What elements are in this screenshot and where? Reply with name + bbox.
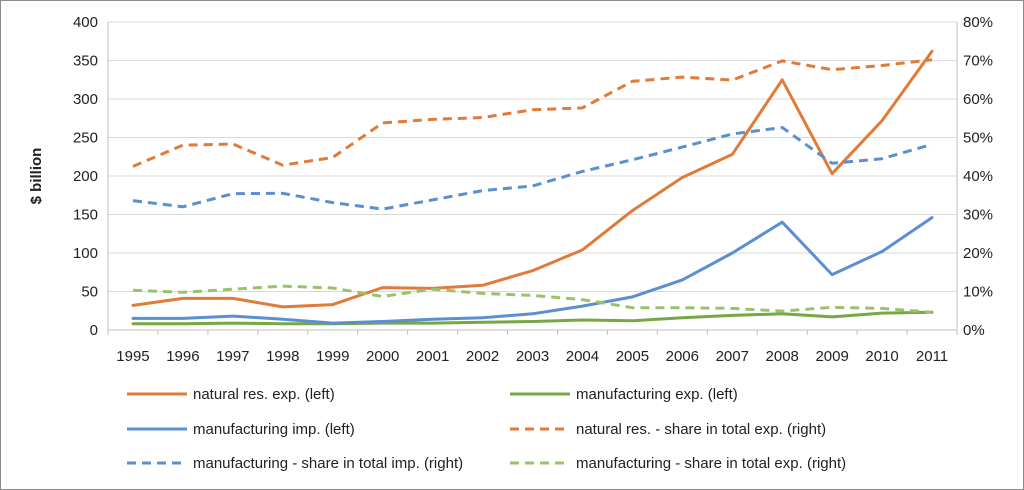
- y2-tick-label: 10%: [963, 284, 993, 301]
- x-tick-label: 2009: [815, 348, 848, 365]
- y-tick-label: 100: [73, 245, 98, 262]
- legend-label: manufacturing - share in total imp. (rig…: [193, 455, 463, 472]
- legend-label: manufacturing exp. (left): [576, 386, 738, 403]
- x-tick-label: 2006: [666, 348, 699, 365]
- series-line-6: [132, 284, 933, 314]
- y-axis-title: $ billion: [28, 148, 45, 205]
- x-tick-label: 2011: [916, 348, 948, 365]
- legend-label: natural res. exp. (left): [193, 386, 335, 403]
- y2-tick-label: 60%: [963, 91, 993, 108]
- x-tick-label: 2001: [416, 348, 449, 365]
- x-tick-label: 2010: [865, 348, 898, 365]
- x-tick-label: 1998: [266, 348, 299, 365]
- x-tick-label: 1999: [316, 348, 349, 365]
- y2-tick-label: 70%: [963, 53, 993, 70]
- series-line-5: [132, 126, 933, 211]
- y-tick-label: 150: [73, 207, 98, 224]
- legend-label: manufacturing imp. (left): [193, 421, 355, 438]
- y-tick-label: 400: [73, 14, 98, 31]
- legend-label: manufacturing - share in total exp. (rig…: [576, 455, 846, 472]
- x-tick-label: 2004: [566, 348, 599, 365]
- y2-tick-label: 20%: [963, 245, 993, 262]
- y2-tick-label: 30%: [963, 207, 993, 224]
- y2-tick-label: 50%: [963, 130, 993, 147]
- y-tick-label: 200: [73, 168, 98, 185]
- y-tick-label: 50: [81, 284, 98, 301]
- x-tick-label: 2000: [366, 348, 399, 365]
- x-tick-label: 2008: [766, 348, 799, 365]
- x-tick-label: 1996: [166, 348, 199, 365]
- y-tick-label: 350: [73, 53, 98, 70]
- series-line-3: [131, 216, 934, 325]
- series-line-4: [132, 58, 933, 168]
- x-tick-label: 2003: [516, 348, 549, 365]
- x-tick-label: 2005: [616, 348, 649, 365]
- legend-label: natural res. - share in total exp. (righ…: [576, 421, 826, 438]
- y-tick-label: 250: [73, 130, 98, 147]
- x-tick-label: 1997: [216, 348, 249, 365]
- x-tick-label: 1995: [116, 348, 149, 365]
- x-tick-label: 2002: [466, 348, 499, 365]
- y2-tick-label: 40%: [963, 168, 993, 185]
- y2-tick-label: 0%: [963, 322, 985, 339]
- series-line-2: [131, 310, 934, 326]
- y2-tick-label: 80%: [963, 14, 993, 31]
- series-line-1: [131, 49, 934, 309]
- y-tick-label: 300: [73, 91, 98, 108]
- y-tick-label: 0: [90, 322, 98, 339]
- x-tick-label: 2007: [716, 348, 749, 365]
